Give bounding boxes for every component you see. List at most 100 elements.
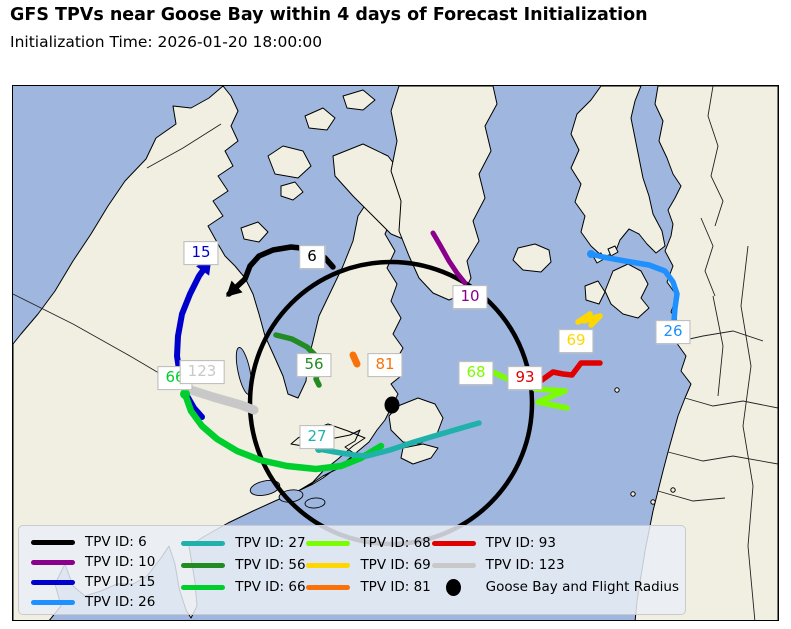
legend-item-label: TPV ID: 6 bbox=[85, 534, 147, 550]
legend-item: TPV ID: 123 bbox=[431, 556, 679, 574]
map-canvas bbox=[13, 86, 778, 620]
legend-column-4: TPV ID: 93 TPV ID: 123 Goose Bay and Fligh… bbox=[431, 534, 679, 608]
border-us-canada bbox=[13, 293, 170, 380]
tpv-track-6-arrowhead bbox=[226, 280, 243, 297]
legend-item-label: TPV ID: 27 bbox=[235, 535, 306, 551]
legend-column-3: TPV ID: 68 TPV ID: 69 TPV ID: 81 bbox=[306, 534, 431, 608]
map-axes: 15 6 10 26 69 56 81 68 66 123 93 27 TPV ID: 6 TPV ID… bbox=[12, 85, 779, 621]
legend-line-swatch bbox=[31, 599, 75, 605]
legend-item-label: TPV ID: 66 bbox=[235, 579, 306, 595]
goose-bay-dot bbox=[384, 396, 400, 414]
legend-line-swatch bbox=[181, 540, 226, 546]
land-arctic-island-2 bbox=[342, 89, 376, 111]
legend-item-label: TPV ID: 15 bbox=[85, 574, 156, 590]
border-europe-4 bbox=[684, 397, 778, 409]
legend-item: TPV ID: 69 bbox=[306, 556, 431, 574]
tpv-track-93 bbox=[539, 360, 603, 383]
tpv-label-123: 123 bbox=[179, 360, 225, 384]
great-lake-1 bbox=[249, 480, 281, 496]
land-greenland bbox=[390, 86, 498, 301]
legend-item: Goose Bay and Flight Radius bbox=[432, 578, 679, 596]
legend-line-swatch bbox=[306, 562, 351, 568]
tpv-label-27: 27 bbox=[299, 425, 335, 449]
landmasses bbox=[13, 86, 778, 620]
border-europe-1 bbox=[707, 86, 724, 227]
legend-line-swatch bbox=[306, 540, 351, 546]
legend-item-label: TPV ID: 93 bbox=[485, 535, 556, 551]
legend-item: TPV ID: 27 bbox=[181, 534, 306, 552]
tpv-label-69: 69 bbox=[558, 329, 594, 353]
land-southampton-island bbox=[240, 221, 269, 243]
border-europe-5 bbox=[667, 451, 778, 465]
land-victoria-island bbox=[267, 145, 312, 179]
tpv-label-10: 10 bbox=[452, 285, 488, 309]
great-lake-3 bbox=[304, 497, 326, 509]
legend-line-swatch bbox=[306, 584, 351, 590]
legend-item: TPV ID: 68 bbox=[306, 534, 431, 552]
legend-line-swatch bbox=[31, 539, 75, 545]
legend-item-label: TPV ID: 81 bbox=[360, 579, 431, 595]
legend-item: TPV ID: 81 bbox=[306, 578, 431, 596]
tpv-track-68 bbox=[532, 386, 570, 411]
goose-bay-dot-icon bbox=[432, 578, 476, 596]
legend-item-label: TPV ID: 69 bbox=[360, 557, 431, 573]
legend-item: TPV ID: 26 bbox=[31, 594, 181, 610]
tpv-tracks bbox=[174, 230, 680, 473]
legend-line-swatch bbox=[31, 579, 75, 585]
tpv-track-26 bbox=[588, 251, 680, 324]
legend-line-swatch bbox=[431, 540, 476, 546]
tpv-track-66-start-dot bbox=[180, 389, 190, 399]
legend-item-label: TPV ID: 56 bbox=[235, 557, 306, 573]
legend-item-label: TPV ID: 10 bbox=[85, 554, 156, 570]
land-azores-3 bbox=[670, 487, 676, 493]
land-arctic-island-1 bbox=[304, 107, 336, 131]
legend-item: TPV ID: 15 bbox=[31, 574, 181, 590]
land-scandinavia bbox=[570, 86, 666, 258]
legend-line-swatch bbox=[181, 562, 226, 568]
legend: TPV ID: 6 TPV ID: 10 TPV ID: 15 TPV ID: 26 T… bbox=[18, 525, 686, 615]
tpv-label-68: 68 bbox=[458, 361, 494, 385]
legend-item-label: TPV ID: 68 bbox=[360, 535, 431, 551]
land-azores-2 bbox=[650, 499, 656, 505]
tpv-track-27 bbox=[316, 420, 482, 459]
land-arctic-island-3 bbox=[280, 181, 304, 201]
border-europe-2 bbox=[700, 217, 716, 297]
legend-line-swatch bbox=[31, 559, 75, 565]
legend-line-swatch bbox=[181, 584, 226, 590]
legend-item: TPV ID: 56 bbox=[181, 556, 306, 574]
legend-item: TPV ID: 10 bbox=[31, 554, 181, 570]
legend-line-swatch bbox=[431, 562, 476, 568]
land-iceland bbox=[512, 243, 552, 273]
legend-item: TPV ID: 66 bbox=[181, 578, 306, 596]
tpv-track-69 bbox=[575, 311, 603, 328]
tpv-track-123 bbox=[186, 385, 259, 415]
land-great-britain bbox=[604, 263, 650, 319]
legend-item-label: TPV ID: 123 bbox=[485, 557, 565, 573]
legend-item-label: Goose Bay and Flight Radius bbox=[485, 579, 679, 595]
black-dot-icon bbox=[446, 578, 462, 596]
land-isle-2 bbox=[607, 245, 619, 257]
legend-item: TPV ID: 93 bbox=[431, 534, 679, 552]
border-alaska bbox=[146, 123, 222, 169]
legend-item: TPV ID: 6 bbox=[31, 534, 181, 550]
land-azores-4 bbox=[614, 387, 620, 393]
tpv-label-81: 81 bbox=[367, 353, 403, 377]
tpv-track-26-start-dot bbox=[587, 250, 595, 258]
border-europe-7 bbox=[740, 245, 756, 620]
tpv-label-6: 6 bbox=[299, 245, 325, 269]
land-ireland bbox=[584, 280, 606, 305]
tpv-label-26: 26 bbox=[655, 320, 691, 344]
border-europe-8 bbox=[712, 295, 724, 397]
border-europe-6 bbox=[657, 490, 726, 502]
initialization-time: Initialization Time: 2026-01-20 18:00:00 bbox=[10, 33, 323, 51]
tpv-track-81 bbox=[349, 351, 361, 368]
figure-title: GFS TPVs near Goose Bay within 4 days of… bbox=[10, 5, 648, 25]
legend-column-2: TPV ID: 27 TPV ID: 56 TPV ID: 66 bbox=[181, 534, 306, 608]
legend-column-1: TPV ID: 6 TPV ID: 10 TPV ID: 15 TPV ID: 26 bbox=[31, 534, 181, 610]
tpv-track-10 bbox=[430, 230, 468, 286]
land-nova-scotia bbox=[400, 443, 439, 465]
tpv-label-93: 93 bbox=[507, 366, 543, 390]
legend-item-label: TPV ID: 26 bbox=[85, 594, 156, 610]
tpv-label-15: 15 bbox=[183, 241, 219, 265]
